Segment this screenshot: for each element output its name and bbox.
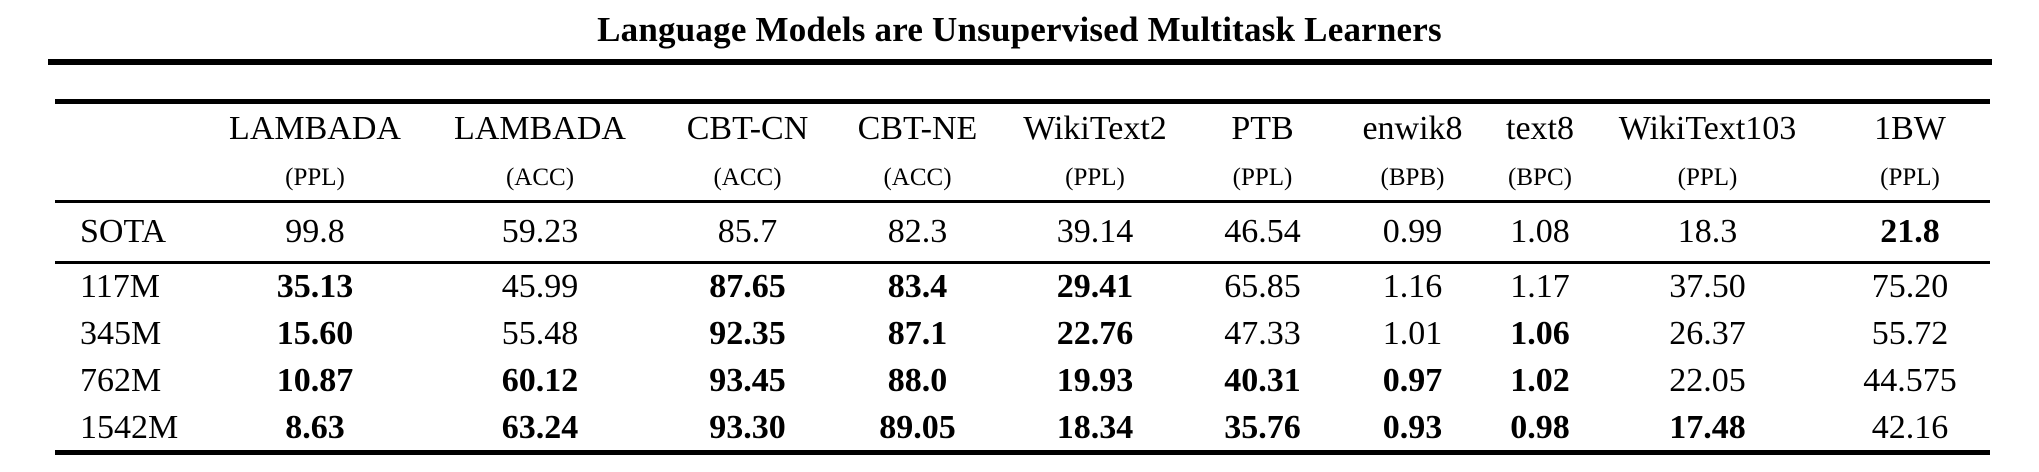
column-header-lambada-ppl: LAMBADA bbox=[229, 110, 401, 147]
table-cell: 37.50 bbox=[1669, 268, 1746, 306]
table-cell: 18.3 bbox=[1677, 213, 1738, 250]
column-header-lambada-acc: LAMBADA bbox=[454, 110, 626, 147]
metric-label: (PPL) bbox=[1065, 163, 1125, 191]
column-header-wikitext2: WikiText2 bbox=[1023, 110, 1167, 147]
table-cell: 39.14 bbox=[1056, 213, 1134, 250]
table-cell: 45.99 bbox=[501, 268, 579, 306]
table-cell: 0.99 bbox=[1382, 213, 1443, 250]
table-row-762m: 762M 10.87 60.12 93.45 88.0 19.93 40.31 … bbox=[55, 358, 1990, 405]
column-header-wikitext103: WikiText103 bbox=[1618, 110, 1797, 147]
row-label: 1542M bbox=[80, 408, 179, 446]
table-cell: 92.35 bbox=[709, 315, 786, 353]
row-label: SOTA bbox=[80, 213, 167, 250]
table-bottom-rule bbox=[55, 450, 1990, 455]
column-header-cbt-ne: CBT-NE bbox=[857, 110, 978, 147]
table-cell: 1.06 bbox=[1510, 315, 1570, 353]
table-cell: 99.8 bbox=[285, 213, 345, 250]
table-cell: 93.30 bbox=[709, 408, 786, 446]
metric-label: (PPL) bbox=[1677, 163, 1738, 191]
table-cell: 60.12 bbox=[501, 361, 579, 399]
table-metric-row: (PPL) (ACC) (ACC) (ACC) (PPL) (PPL) (BPB… bbox=[55, 154, 1990, 200]
table-cell: 29.41 bbox=[1056, 268, 1134, 306]
table-cell: 22.05 bbox=[1669, 361, 1746, 399]
table-row-117m: 117M 35.13 45.99 87.65 83.4 29.41 65.85 … bbox=[55, 264, 1990, 311]
table-cell: 46.54 bbox=[1224, 213, 1301, 250]
table-cell: 82.3 bbox=[887, 213, 948, 250]
table-cell: 1.17 bbox=[1510, 268, 1570, 306]
table-top-rule bbox=[55, 99, 1990, 104]
column-header-1bw: 1BW bbox=[1874, 110, 1946, 147]
metric-label: (PPL) bbox=[285, 163, 345, 191]
row-label: 762M bbox=[80, 361, 162, 399]
table-cell: 75.20 bbox=[1871, 268, 1949, 306]
table-cell: 42.16 bbox=[1871, 408, 1949, 446]
table-cell: 18.34 bbox=[1056, 408, 1134, 446]
table-cell: 44.575 bbox=[1863, 361, 1957, 399]
table-cell: 87.65 bbox=[709, 268, 786, 306]
table-cell: 0.93 bbox=[1382, 408, 1443, 446]
table-cell: 83.4 bbox=[887, 268, 948, 306]
metric-label: (BPB) bbox=[1380, 163, 1445, 191]
table-cell: 0.98 bbox=[1510, 408, 1570, 446]
table-cell: 88.0 bbox=[887, 361, 948, 399]
title-divider-rule bbox=[48, 59, 1992, 65]
column-header-text8: text8 bbox=[1506, 110, 1574, 147]
table-cell: 35.76 bbox=[1224, 408, 1301, 446]
table-cell: 0.97 bbox=[1382, 361, 1443, 399]
column-header-enwik8: enwik8 bbox=[1362, 110, 1463, 147]
table-cell: 21.8 bbox=[1880, 213, 1940, 250]
table-cell: 40.31 bbox=[1224, 361, 1301, 399]
table-sota-rule bbox=[55, 261, 1990, 264]
metric-label: (PPL) bbox=[1880, 163, 1940, 191]
table-cell: 47.33 bbox=[1224, 315, 1301, 353]
table-header-rule bbox=[55, 200, 1990, 203]
page-title: Language Models are Unsupervised Multita… bbox=[597, 10, 1442, 49]
table-cell: 17.48 bbox=[1669, 408, 1746, 446]
table-cell: 87.1 bbox=[887, 315, 948, 353]
metric-label: (ACC) bbox=[505, 163, 575, 191]
table-cell: 93.45 bbox=[709, 361, 786, 399]
metric-label: (ACC) bbox=[713, 163, 782, 191]
table-cell: 10.87 bbox=[276, 361, 354, 399]
table-cell: 89.05 bbox=[879, 408, 956, 446]
table-cell: 65.85 bbox=[1224, 268, 1301, 306]
table-cell: 55.48 bbox=[501, 315, 579, 353]
column-header-ptb: PTB bbox=[1231, 110, 1294, 147]
metric-label: (ACC) bbox=[883, 163, 952, 191]
column-header-cbt-cn: CBT-CN bbox=[686, 110, 809, 147]
table-cell: 1.16 bbox=[1382, 268, 1443, 306]
table-row-1542m: 1542M 8.63 63.24 93.30 89.05 18.34 35.76… bbox=[55, 404, 1990, 451]
table-cell: 1.02 bbox=[1510, 361, 1570, 399]
table-cell: 59.23 bbox=[501, 213, 579, 250]
table-cell: 55.72 bbox=[1871, 315, 1949, 353]
table-cell: 26.37 bbox=[1669, 315, 1746, 353]
table-cell: 85.7 bbox=[717, 213, 778, 250]
table-cell: 35.13 bbox=[276, 268, 354, 306]
row-label: 117M bbox=[80, 268, 160, 306]
table-row-345m: 345M 15.60 55.48 92.35 87.1 22.76 47.33 … bbox=[55, 311, 1990, 358]
table-row-sota: SOTA 99.8 59.23 85.7 82.3 39.14 46.54 0.… bbox=[55, 203, 1990, 261]
table-cell: 15.60 bbox=[276, 315, 354, 353]
results-table: LAMBADA LAMBADA CBT-CN CBT-NE WikiText2 … bbox=[55, 104, 1990, 451]
table-cell: 8.63 bbox=[285, 408, 345, 446]
metric-label: (BPC) bbox=[1508, 163, 1572, 191]
table-cell: 1.01 bbox=[1382, 315, 1443, 353]
table-cell: 1.08 bbox=[1510, 213, 1570, 250]
row-label: 345M bbox=[80, 315, 162, 353]
metric-label: (PPL) bbox=[1232, 163, 1293, 191]
table-cell: 63.24 bbox=[501, 408, 579, 446]
table-header-row: LAMBADA LAMBADA CBT-CN CBT-NE WikiText2 … bbox=[55, 104, 1990, 154]
table-cell: 22.76 bbox=[1056, 315, 1134, 353]
table-cell: 19.93 bbox=[1056, 361, 1134, 399]
